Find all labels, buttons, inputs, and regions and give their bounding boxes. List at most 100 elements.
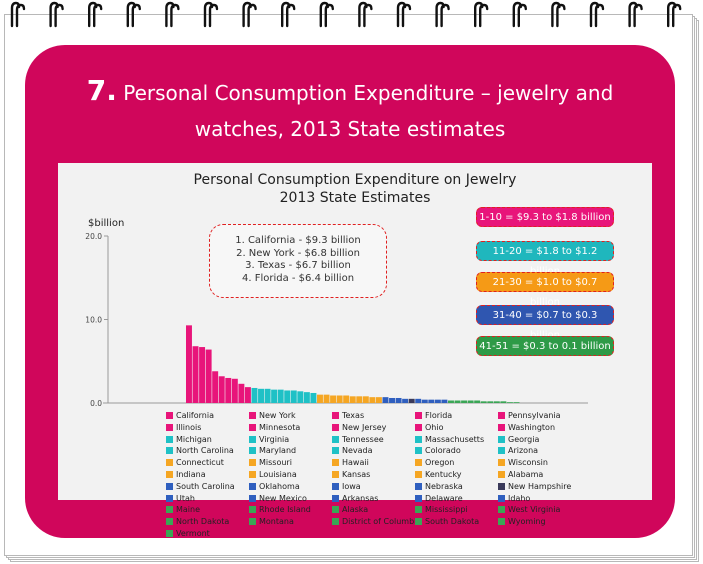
legend-swatch	[332, 459, 339, 467]
bar-oregon	[336, 395, 343, 403]
legend-label: Arizona	[508, 446, 539, 456]
callout-line: 2. New York - $6.8 billion	[236, 247, 360, 259]
legend-label: Rhode Island	[259, 505, 311, 515]
legend-swatch	[166, 447, 173, 455]
callout-line: 4. Florida - $6.4 billion	[241, 272, 355, 284]
legend-swatch	[415, 423, 422, 431]
legend-item: West Virginia	[498, 505, 560, 515]
legend-swatch	[498, 482, 505, 490]
bar-oklahoma	[389, 397, 395, 403]
legend-item: Missouri	[249, 458, 292, 468]
legend-item: Iowa	[332, 482, 361, 492]
legend-label: Wyoming	[508, 517, 546, 527]
legend-swatch	[415, 459, 422, 467]
legend-item: New Hampshire	[498, 482, 571, 492]
legend-label: Utah	[176, 493, 195, 503]
ring-icon	[49, 1, 64, 28]
legend-swatch	[498, 412, 505, 419]
legend-swatch	[166, 494, 173, 502]
bar-michigan	[251, 387, 258, 403]
slide-heading: 7. Personal Consumption Expenditure – je…	[25, 73, 675, 147]
ring-icon	[281, 1, 296, 28]
legend-label: Montana	[259, 517, 294, 527]
legend-label: Minnesota	[259, 422, 301, 432]
legend-label: Maryland	[259, 446, 297, 456]
bar-missouri	[323, 394, 330, 403]
legend-swatch	[498, 423, 505, 431]
legend-label: New Mexico	[259, 493, 307, 503]
legend-swatch	[415, 435, 422, 443]
legend-label: Arkansas	[342, 493, 379, 503]
legend-swatch	[498, 506, 505, 514]
bar-louisiana	[356, 396, 363, 403]
bar-wisconsin	[343, 395, 350, 403]
legend-item: Minnesota	[249, 423, 300, 433]
legend-item: Maryland	[249, 446, 296, 456]
legend-item: Utah	[166, 494, 195, 504]
legend-label: Washington	[508, 422, 556, 432]
legend-swatch	[498, 435, 505, 443]
bar-west-virginia	[474, 400, 481, 403]
legend-swatch	[332, 412, 339, 419]
legend-swatch	[166, 423, 173, 431]
ring-icon	[589, 1, 605, 28]
bar-nevada	[297, 391, 304, 403]
legend-item: Kansas	[332, 470, 370, 480]
ring-icon	[551, 1, 566, 28]
bar-tennessee	[264, 388, 271, 403]
legend-item: Ohio	[415, 423, 443, 433]
legend-label: Louisiana	[259, 470, 297, 479]
range-box: 31-40 = $0.7 to $0.3 billion	[476, 305, 614, 341]
bar-new-hampshire	[408, 398, 415, 403]
bar-pennsylvania	[212, 371, 219, 403]
legend-swatch	[415, 482, 422, 490]
bar-north-dakota	[480, 401, 487, 403]
legend-item: Arizona	[498, 446, 538, 456]
bar-illinois	[218, 376, 225, 403]
y-tick-label: 20.0	[85, 232, 102, 241]
legend-swatch	[249, 518, 256, 526]
legend-item: Nebraska	[415, 482, 463, 492]
legend-label: South Carolina	[176, 481, 235, 491]
y-tick-label: 0.0	[90, 399, 102, 408]
bar-georgia	[277, 389, 284, 403]
bar-wyoming	[506, 402, 513, 403]
legend-label: Missouri	[259, 458, 292, 468]
legend-item: South Carolina	[166, 482, 235, 492]
bar-ohio	[238, 383, 245, 403]
legend-item: Georgia	[498, 435, 539, 445]
legend-swatch	[498, 518, 505, 526]
legend-item: Indiana	[166, 470, 206, 480]
legend-swatch	[249, 435, 256, 443]
legend-item: Tennessee	[332, 435, 384, 445]
legend-label: New York	[259, 411, 296, 420]
ring-icon	[435, 1, 450, 28]
top-four-callout: 1. California - $9.3 billion 2. New York …	[209, 224, 387, 298]
bar-maryland	[290, 390, 297, 403]
bar-montana	[487, 401, 494, 403]
bar-virginia	[258, 388, 264, 403]
legend-label: Virginia	[259, 434, 290, 444]
ring-icon	[242, 1, 257, 28]
legend-label: Alaska	[342, 505, 369, 515]
ring-icon	[474, 1, 489, 28]
bar-north-carolina	[284, 390, 291, 403]
legend-label: New Jersey	[342, 422, 387, 432]
legend-item: Wyoming	[498, 517, 546, 527]
bar-indiana	[349, 396, 356, 403]
legend-label: Ohio	[425, 422, 444, 432]
range-box: 1-10 = $9.3 to $1.8 billion	[476, 207, 614, 227]
legend-swatch	[166, 435, 173, 443]
legend-swatch	[332, 447, 339, 455]
legend-swatch	[332, 494, 339, 502]
callout-line: 3. Texas - $6.7 billion	[245, 260, 351, 271]
legend-label: Hawaii	[342, 458, 369, 468]
legend-item: Michigan	[166, 435, 212, 445]
bar-south-dakota	[500, 401, 507, 403]
legend-swatch	[249, 412, 256, 419]
legend-item: New York	[249, 411, 296, 421]
bar-nebraska	[402, 398, 409, 403]
ring-icon	[396, 1, 412, 28]
title-card: 7. Personal Consumption Expenditure – je…	[25, 45, 675, 538]
legend-label: Idaho	[508, 493, 531, 503]
